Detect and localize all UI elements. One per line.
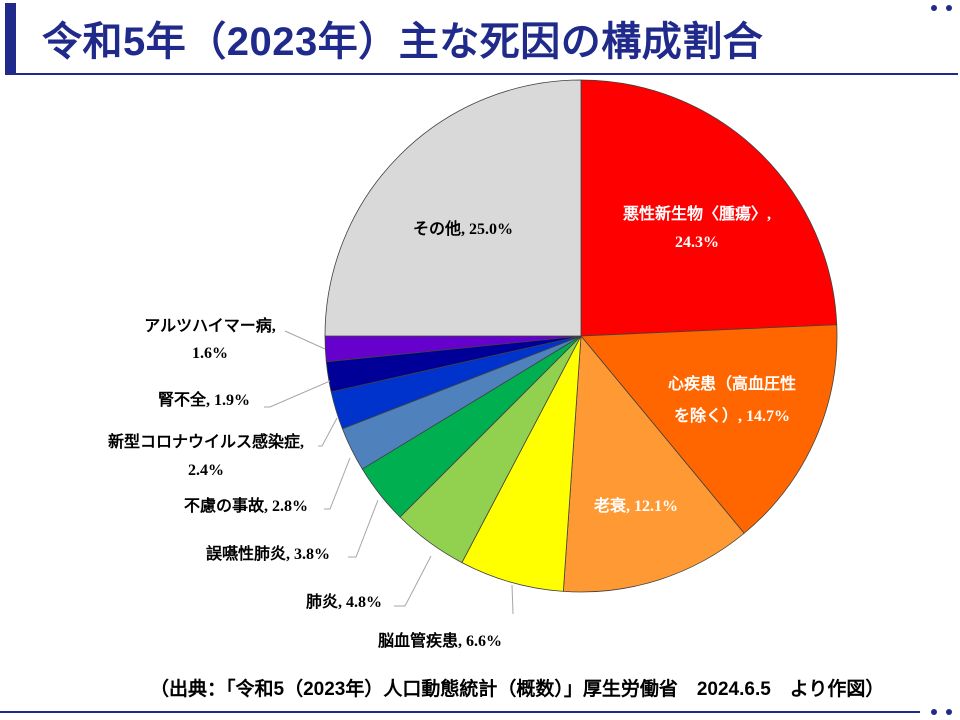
data-label-value: 24.3%	[675, 234, 719, 251]
data-label-name: アルツハイマー病	[144, 316, 272, 335]
data-label-name: 心疾患（高血圧性	[668, 374, 796, 393]
data-label-name: 誤嚥性肺炎	[206, 544, 286, 563]
data-label-alzheimers-disease: アルツハイマー病, 1.6%	[144, 316, 276, 362]
title-underline	[5, 73, 958, 75]
pie-slice-other	[324, 79, 582, 337]
data-label-separator: ,	[300, 434, 304, 451]
data-label-value: , 12.1%	[626, 498, 678, 515]
data-label-value: , 14.7%	[738, 408, 790, 425]
leader-line-covid-19	[318, 417, 338, 447]
data-label-name: 老衰	[593, 496, 627, 515]
leader-line-alzheimers-disease	[284, 330, 326, 350]
data-label-other: その他, 25.0%	[413, 219, 513, 238]
pie-slice-malignant-neoplasm	[580, 79, 838, 337]
data-label-accidents: 不慮の事故, 2.8%	[184, 496, 308, 515]
data-label-value: , 4.8%	[338, 594, 382, 611]
data-label-separator: ,	[272, 318, 276, 335]
source-citation: （出典：「令和5（2023年）人口動態統計（概数）」厚生労働省 2024.6.5…	[150, 679, 885, 700]
data-label-covid-19: 新型コロナウイルス感染症, 2.4%	[108, 432, 304, 479]
data-label-value: 1.6%	[192, 345, 228, 362]
data-label-name: 悪性新生物〈腫瘍〉	[623, 204, 767, 223]
data-label-pneumonia: 肺炎, 4.8%	[306, 592, 382, 611]
pie-slice-heart-disease	[580, 324, 838, 534]
data-label-name: その他	[413, 219, 461, 238]
data-label-name: 不慮の事故	[184, 496, 265, 515]
data-label-malignant-neoplasm: 悪性新生物〈腫瘍〉, 24.3%	[623, 204, 771, 251]
slide-title: 令和5年（2023年）主な死因の構成割合	[42, 20, 764, 64]
leader-line-aspiration-pneumonia	[348, 499, 379, 558]
leader-line-renal-failure	[264, 380, 331, 408]
footer-rule	[0, 711, 920, 713]
data-label-value: , 1.9%	[206, 392, 250, 409]
data-label-name: 新型コロナウイルス感染症	[108, 432, 300, 451]
pie-slices	[324, 79, 838, 593]
data-label-aspiration-pneumonia: 誤嚥性肺炎, 3.8%	[206, 544, 330, 563]
data-label-separator: ,	[767, 206, 771, 223]
data-labels: 悪性新生物〈腫瘍〉, 24.3% 心疾患（高血圧性を除く）, 14.7% 老衰, 12…	[108, 204, 796, 650]
data-label-value: , 3.8%	[286, 546, 330, 563]
data-label-name: 脳血管疾患	[378, 631, 458, 650]
data-label-renal-failure: 腎不全, 1.9%	[158, 390, 250, 409]
data-label-value: , 2.8%	[264, 498, 308, 515]
data-label-name: 肺炎	[306, 592, 338, 611]
corner-dots-top	[931, 5, 952, 11]
leader-line-cerebrovascular-disease	[511, 584, 514, 615]
pie-slice-senility	[562, 335, 745, 593]
title-accent-bar	[5, 3, 16, 75]
corner-dots-bottom	[931, 709, 952, 715]
data-label-heart-disease: 心疾患（高血圧性を除く）, 14.7%	[668, 374, 796, 425]
data-label-value: , 25.0%	[461, 221, 513, 238]
data-label-value: 2.4%	[188, 462, 224, 479]
data-label-value: , 6.6%	[458, 633, 502, 650]
leader-line-pneumonia	[394, 555, 432, 607]
leader-line-accidents	[324, 457, 351, 510]
data-label-cerebrovascular-disease: 脳血管疾患, 6.6%	[378, 631, 502, 650]
data-label-name: 腎不全	[158, 390, 207, 409]
data-label-name: を除く）	[674, 406, 738, 425]
data-label-senility: 老衰, 12.1%	[593, 496, 678, 515]
leader-lines	[264, 330, 514, 615]
